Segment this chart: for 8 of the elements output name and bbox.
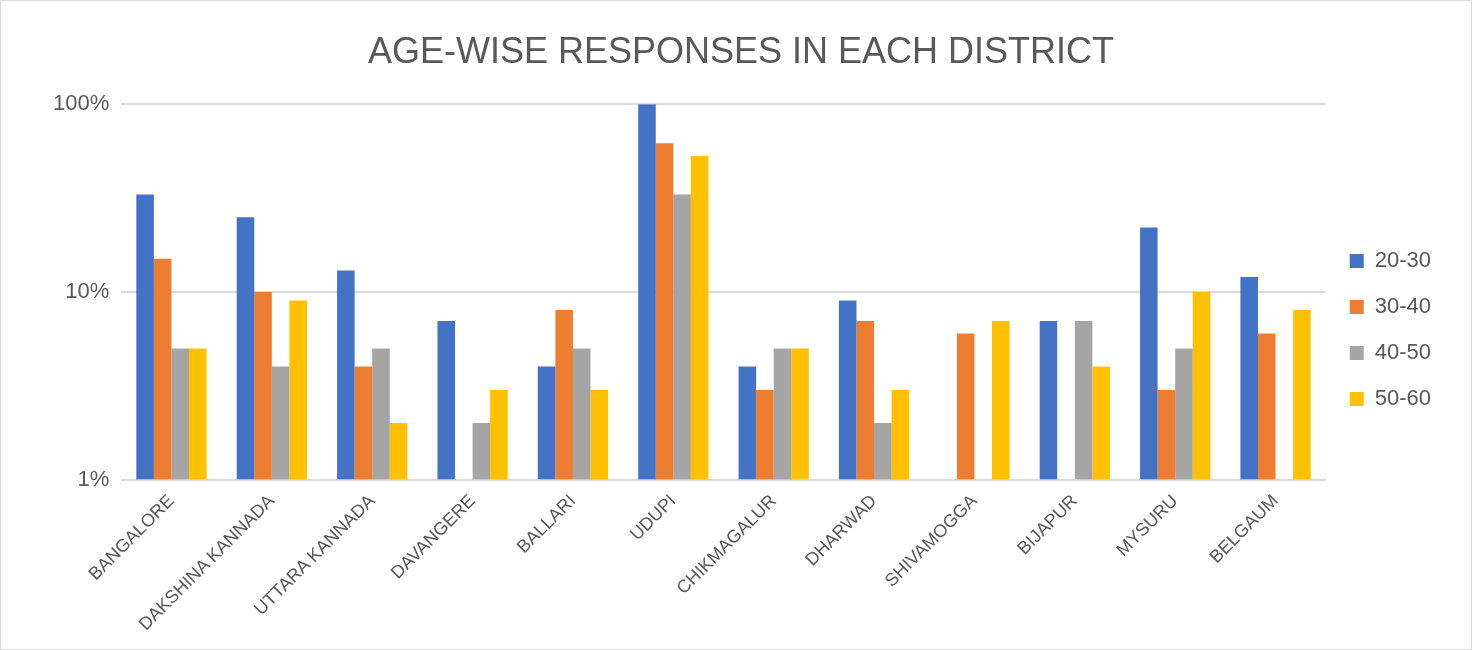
y-tick-label: 100% — [52, 90, 110, 116]
legend-label: 20-30 — [1374, 247, 1432, 273]
y-tick-label: 10% — [65, 277, 110, 303]
legend-label: 50-60 — [1374, 385, 1432, 411]
y-tick-label: 1% — [77, 465, 110, 491]
chart-title: AGE-WISE RESPONSES IN EACH DISTRICT — [367, 29, 1115, 71]
legend-label: 40-50 — [1374, 339, 1432, 365]
legend-label: 30-40 — [1374, 293, 1432, 319]
